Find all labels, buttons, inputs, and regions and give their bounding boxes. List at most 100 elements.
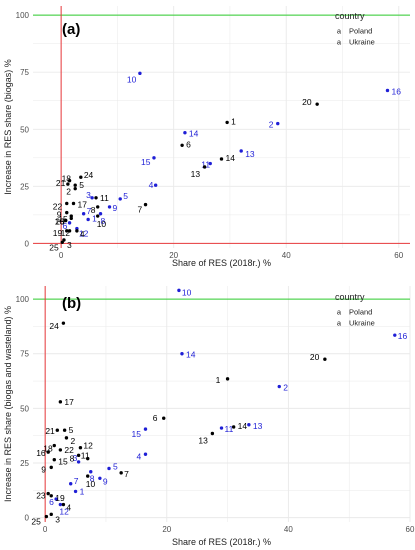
x-axis-title: Share of RES (2018r.) %	[172, 537, 271, 547]
point-ukraine-4	[75, 229, 79, 233]
point-label-ukraine-3: 3	[55, 514, 60, 524]
point-label-ukraine-12: 12	[61, 228, 71, 238]
point-label-poland-6: 6	[49, 497, 54, 507]
point-label-poland-10: 10	[182, 287, 192, 297]
legend-key-ukraine: a	[337, 319, 342, 328]
y-tick-label: 100	[16, 295, 30, 304]
y-axis-title: Increase in RES share (biogas) %	[3, 59, 13, 195]
point-label-poland-7: 7	[74, 476, 79, 486]
point-label-poland-7: 7	[87, 206, 92, 216]
plot-area	[33, 6, 410, 248]
y-tick-label: 50	[20, 125, 29, 134]
point-poland-13	[239, 149, 243, 153]
point-label-ukraine-20: 20	[310, 352, 320, 362]
point-ukraine-4	[61, 502, 66, 507]
x-tick-label: 20	[162, 525, 171, 534]
y-tick-label: 0	[25, 239, 30, 248]
x-axis-title: Share of RES (2018r.) %	[172, 258, 271, 268]
point-label-poland-15: 15	[131, 429, 141, 439]
legend-key-poland: a	[337, 27, 342, 36]
point-ukraine-8	[76, 453, 81, 458]
point-poland-6	[54, 497, 58, 501]
point-poland-14	[180, 352, 184, 356]
point-poland-8	[89, 470, 93, 474]
point-label-ukraine-17: 17	[64, 397, 74, 407]
point-label-poland-14: 14	[189, 129, 199, 139]
point-poland-1	[73, 489, 78, 494]
point-ukraine-17	[71, 201, 76, 206]
point-label-poland-6: 6	[63, 221, 68, 231]
point-ukraine-18	[52, 443, 56, 448]
point-label-poland-11: 11	[201, 160, 210, 170]
point-ukraine-12	[67, 229, 72, 233]
point-ukraine-17	[58, 400, 63, 404]
point-ukraine-19	[65, 229, 69, 233]
plot-area	[33, 286, 410, 522]
point-label-poland-1: 1	[92, 213, 97, 223]
legend-label-ukraine: Ukraine	[349, 38, 375, 47]
point-label-poland-13: 13	[245, 149, 255, 159]
point-label-poland-10: 10	[127, 74, 137, 84]
point-poland-16	[393, 333, 397, 337]
point-ukraine-23	[46, 491, 50, 496]
point-label-ukraine-16: 16	[36, 448, 46, 458]
x-tick-label: 40	[284, 525, 293, 534]
legend-key-poland: a	[337, 308, 342, 317]
point-label-poland-15: 15	[141, 157, 151, 167]
point-label-poland-8: 8	[101, 216, 106, 226]
point-ukraine-24	[79, 175, 83, 179]
point-label-poland-3: 3	[86, 190, 91, 200]
point-label-ukraine-14: 14	[226, 153, 236, 163]
point-label-poland-11: 11	[225, 424, 234, 434]
point-poland-15	[143, 427, 148, 431]
legend-label-poland: Poland	[349, 308, 372, 317]
y-tick-label: 75	[20, 350, 29, 359]
point-label-poland-16: 16	[398, 331, 408, 341]
point-ukraine-13	[210, 431, 215, 436]
point-label-poland-16: 16	[391, 86, 401, 96]
x-tick-label: 40	[282, 251, 291, 260]
point-poland-1	[86, 217, 90, 222]
point-ukraine-21	[55, 428, 60, 432]
point-label-ukraine-17: 17	[78, 199, 88, 209]
point-poland-7	[69, 482, 73, 486]
point-label-ukraine-7: 7	[138, 205, 143, 215]
x-tick-label: 0	[43, 525, 48, 534]
point-label-ukraine-4: 4	[80, 229, 85, 239]
point-label-ukraine-13: 13	[198, 436, 208, 446]
point-label-poland-12: 12	[79, 229, 89, 239]
legend-label-ukraine: Ukraine	[349, 319, 375, 328]
legend-title: country	[335, 292, 365, 302]
point-label-ukraine-14: 14	[238, 421, 248, 431]
point-ukraine-1	[225, 377, 230, 381]
point-label-ukraine-11: 11	[100, 193, 109, 203]
point-label-poland-1: 1	[80, 486, 85, 496]
point-label-ukraine-1: 1	[216, 375, 221, 385]
point-ukraine-9	[65, 210, 69, 215]
point-label-ukraine-8: 8	[70, 453, 75, 463]
point-label-ukraine-9: 9	[41, 464, 46, 474]
y-axis-title: Increase in RES share (biogas and wastel…	[3, 306, 13, 502]
point-label-ukraine-21: 21	[56, 178, 66, 188]
point-ukraine-23	[69, 216, 73, 221]
point-label-ukraine-20: 20	[302, 97, 312, 107]
point-label-ukraine-23: 23	[36, 491, 46, 501]
point-label-poland-2: 2	[269, 120, 274, 130]
point-label-ukraine-18: 18	[62, 174, 72, 184]
point-label-ukraine-5: 5	[79, 180, 84, 190]
point-poland-6	[67, 221, 72, 225]
point-label-ukraine-25: 25	[49, 242, 59, 252]
point-label-poland-9: 9	[113, 203, 118, 213]
point-label-ukraine-22: 22	[64, 445, 74, 455]
point-ukraine-18	[67, 178, 72, 183]
point-ukraine-3	[49, 512, 53, 517]
legend-label-poland: Poland	[349, 27, 372, 36]
point-label-poland-5: 5	[123, 191, 128, 201]
point-ukraine-21	[66, 182, 70, 186]
point-ukraine-20	[323, 357, 327, 361]
point-label-poland-13: 13	[253, 421, 263, 431]
point-ukraine-22	[65, 201, 69, 206]
point-label-ukraine-5: 5	[69, 425, 74, 435]
